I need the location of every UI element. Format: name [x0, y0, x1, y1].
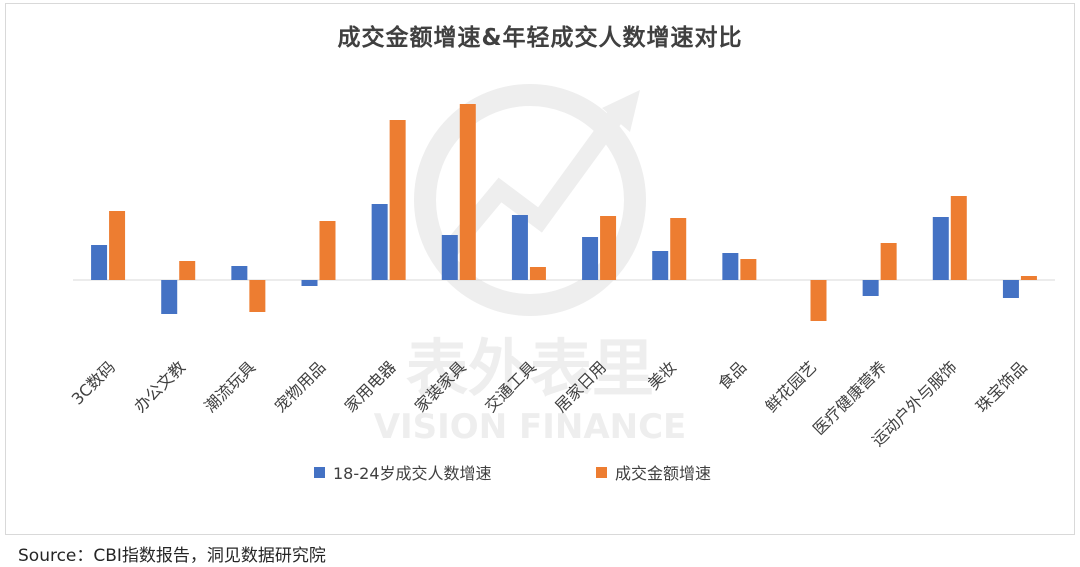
bar-youth-buyers-1	[161, 280, 178, 314]
bar-youth-buyers-12	[932, 217, 949, 280]
bar-youth-buyers-6	[511, 215, 528, 280]
bar-youth-buyers-5	[441, 235, 458, 280]
legend-label-series2: 成交金额增速	[615, 464, 712, 483]
bar-gmv-growth-4	[389, 120, 406, 280]
bar-gmv-growth-9	[740, 259, 757, 280]
bar-youth-buyers-13	[1002, 280, 1019, 298]
x-tick-label-9: 食品	[714, 357, 750, 393]
bar-youth-buyers-11	[862, 280, 879, 296]
watermark-logo: 表外表里 VISION FINANCE	[374, 84, 687, 447]
x-tick-label-7: 居家日用	[551, 357, 610, 416]
chart-title: 成交金额增速&年轻成交人数增速对比	[337, 25, 743, 51]
bar-gmv-growth-8	[670, 218, 687, 280]
x-tick-label-6: 交通工具	[481, 357, 540, 416]
legend-item-series1: 18-24岁成交人数增速	[314, 460, 492, 484]
legend-swatch-orange	[596, 466, 607, 478]
x-tick-label-3: 宠物用品	[271, 357, 330, 416]
bar-gmv-growth-1	[179, 261, 196, 280]
x-tick-label-13: 珠宝饰品	[972, 357, 1031, 416]
x-tick-label-1: 办公文教	[130, 357, 189, 416]
bar-gmv-growth-5	[459, 104, 476, 280]
bar-gmv-growth-10	[810, 280, 827, 321]
x-tick-label-0: 3C数码	[68, 357, 119, 408]
bar-gmv-growth-0	[109, 211, 126, 280]
bar-youth-buyers-3	[301, 280, 318, 286]
bar-youth-buyers-4	[371, 204, 388, 280]
bar-youth-buyers-9	[722, 253, 739, 280]
bar-youth-buyers-0	[91, 245, 108, 280]
legend-label-series1: 18-24岁成交人数增速	[333, 464, 492, 483]
x-tick-label-8: 美妆	[644, 357, 680, 393]
legend-swatch-blue	[314, 466, 325, 478]
bar-gmv-growth-12	[950, 196, 967, 280]
bar-gmv-growth-7	[600, 216, 617, 280]
x-tick-label-2: 潮流玩具	[200, 357, 259, 416]
bar-youth-buyers-7	[582, 237, 599, 280]
bar-gmv-growth-3	[319, 221, 336, 280]
bar-gmv-growth-13	[1020, 276, 1037, 280]
x-tick-label-4: 家用电器	[341, 357, 400, 416]
bar-gmv-growth-6	[529, 267, 546, 280]
bar-youth-buyers-8	[652, 251, 669, 280]
source-note: Source：CBI指数报告，洞见数据研究院	[18, 546, 326, 566]
watermark-en: VISION FINANCE	[374, 407, 687, 447]
legend-item-series2: 成交金额增速	[596, 460, 711, 484]
bar-youth-buyers-2	[231, 266, 248, 280]
watermark-cn: 表外表里	[406, 332, 654, 405]
x-tick-label-5: 家装家具	[411, 357, 470, 416]
x-tick-label-10: 鲜花园艺	[762, 357, 821, 416]
bar-gmv-growth-2	[249, 280, 266, 312]
bar-gmv-growth-11	[880, 243, 897, 280]
